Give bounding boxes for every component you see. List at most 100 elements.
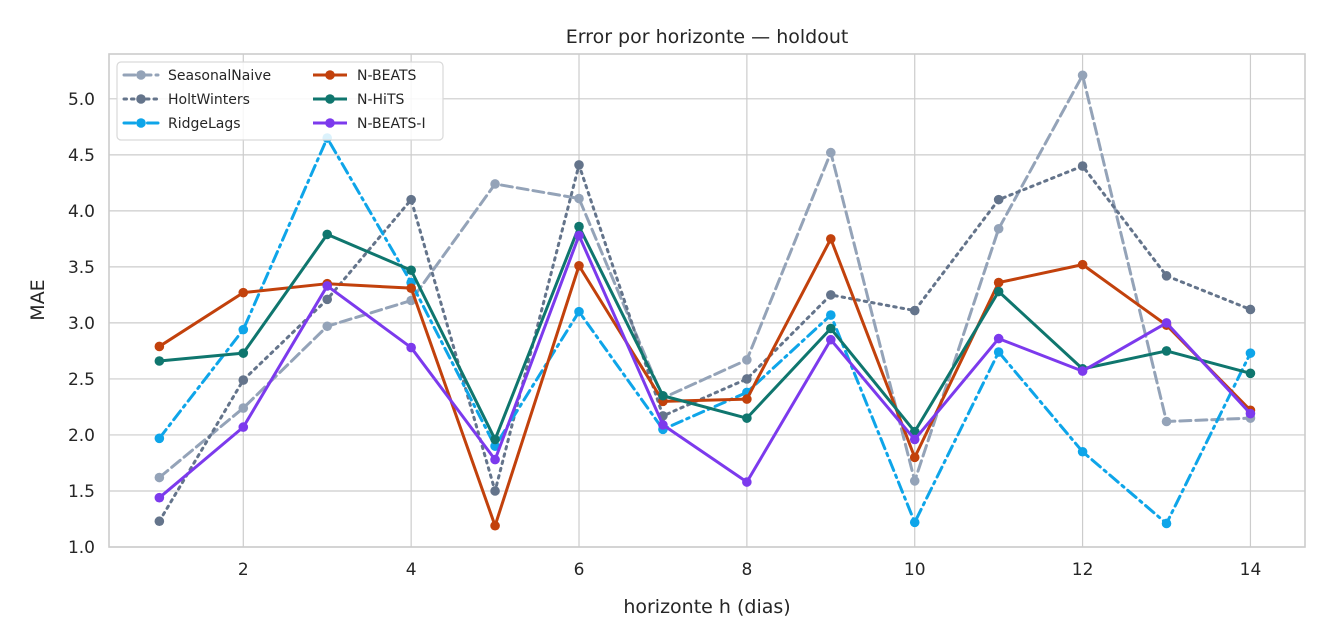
data-point [1077, 70, 1088, 81]
data-point [1077, 259, 1088, 270]
data-point [154, 356, 165, 366]
data-point [909, 452, 920, 463]
data-point [322, 229, 333, 240]
data-point [574, 193, 584, 204]
data-point [1161, 318, 1172, 328]
data-point [574, 230, 584, 241]
series-holtwinters [154, 160, 1256, 527]
data-point [742, 374, 752, 384]
legend-label: N-HiTS [357, 92, 404, 108]
x-tick-label: 8 [741, 560, 752, 580]
data-point [993, 194, 1004, 205]
y-tick-label: 1.0 [68, 538, 95, 558]
series-line [157, 163, 1252, 523]
data-point [238, 403, 249, 413]
x-tick-label: 2 [238, 560, 249, 580]
data-point [154, 492, 165, 503]
series-n-beats [154, 234, 1256, 531]
ticks: 2 4 6 8 10 12 14 1.0 1.5 2.0 2.5 3.0 3.5 4.0 4.5 5.0 [68, 90, 1261, 580]
data-point [909, 426, 920, 437]
data-point [825, 234, 836, 244]
legend-label: HoltWinters [168, 92, 250, 108]
data-point [406, 342, 416, 353]
data-point [238, 324, 249, 335]
data-point [154, 433, 165, 444]
y-tick-label: 4.5 [68, 146, 95, 166]
data-point [1245, 408, 1256, 419]
y-tick-label: 1.5 [68, 482, 95, 502]
legend-marker [136, 94, 146, 104]
y-tick-label: 5.0 [68, 90, 95, 110]
data-point [154, 472, 165, 483]
legend-marker [325, 70, 335, 80]
data-point [238, 422, 249, 432]
x-axis-label: horizonte h (dias) [623, 596, 790, 618]
data-point [909, 434, 920, 445]
data-point [154, 516, 165, 527]
data-point [1077, 366, 1088, 376]
data-point [490, 441, 500, 451]
data-point [825, 147, 836, 158]
data-point [490, 486, 500, 496]
data-point [909, 517, 920, 528]
data-point [1077, 446, 1088, 457]
data-point [742, 394, 752, 404]
legend-item: N-BEATS-I [313, 116, 426, 132]
series-n-beats-i [154, 230, 1256, 503]
legend-label: RidgeLags [168, 116, 241, 132]
data-point [742, 477, 752, 487]
data-point [490, 520, 500, 531]
legend-marker [325, 94, 335, 104]
data-point [574, 160, 584, 170]
data-point [993, 286, 1004, 297]
series-ridgelags [154, 133, 1256, 529]
data-point [993, 277, 1004, 288]
data-point [1161, 416, 1172, 427]
data-point [238, 287, 249, 298]
data-point [658, 390, 668, 401]
data-point [490, 454, 500, 465]
legend-label: N-BEATS-I [357, 116, 426, 132]
data-point [742, 355, 752, 365]
data-point [825, 334, 836, 345]
data-point [909, 476, 920, 486]
legend-marker [325, 118, 335, 128]
y-axis-label: MAE [27, 279, 49, 320]
y-tick-label: 2.0 [68, 426, 95, 446]
y-tick-label: 4.0 [68, 202, 95, 222]
data-point [1245, 304, 1256, 315]
grid [109, 54, 1305, 548]
data-point [1245, 368, 1256, 379]
legend-item: N-BEATS [313, 68, 417, 84]
legend-box [116, 61, 444, 141]
series-line [159, 225, 1251, 441]
series-line [158, 237, 1252, 528]
data-point [742, 413, 752, 423]
series-line [158, 234, 1252, 499]
data-point [993, 223, 1004, 234]
data-point [993, 333, 1004, 344]
series-line [157, 73, 1252, 483]
data-point [909, 305, 920, 316]
data-point [993, 347, 1004, 357]
data-point [1161, 346, 1172, 356]
series-n-hits [154, 221, 1256, 445]
data-point [574, 221, 584, 232]
y-tick-label: 2.5 [68, 370, 95, 390]
data-point [658, 420, 668, 430]
legend-marker [136, 118, 146, 128]
x-tick-label: 10 [904, 560, 926, 580]
legend-item: N-HiTS [313, 92, 404, 108]
data-point [574, 306, 584, 317]
legend-item: RidgeLags [122, 116, 241, 132]
x-tick-label: 14 [1240, 560, 1262, 580]
data-point [406, 283, 416, 293]
data-point [1077, 161, 1088, 171]
y-tick-label: 3.0 [68, 314, 95, 334]
data-point [825, 310, 836, 320]
plot-frame [108, 53, 1306, 548]
data-point [825, 290, 836, 300]
data-point [406, 194, 416, 205]
x-tick-label: 12 [1072, 560, 1094, 580]
